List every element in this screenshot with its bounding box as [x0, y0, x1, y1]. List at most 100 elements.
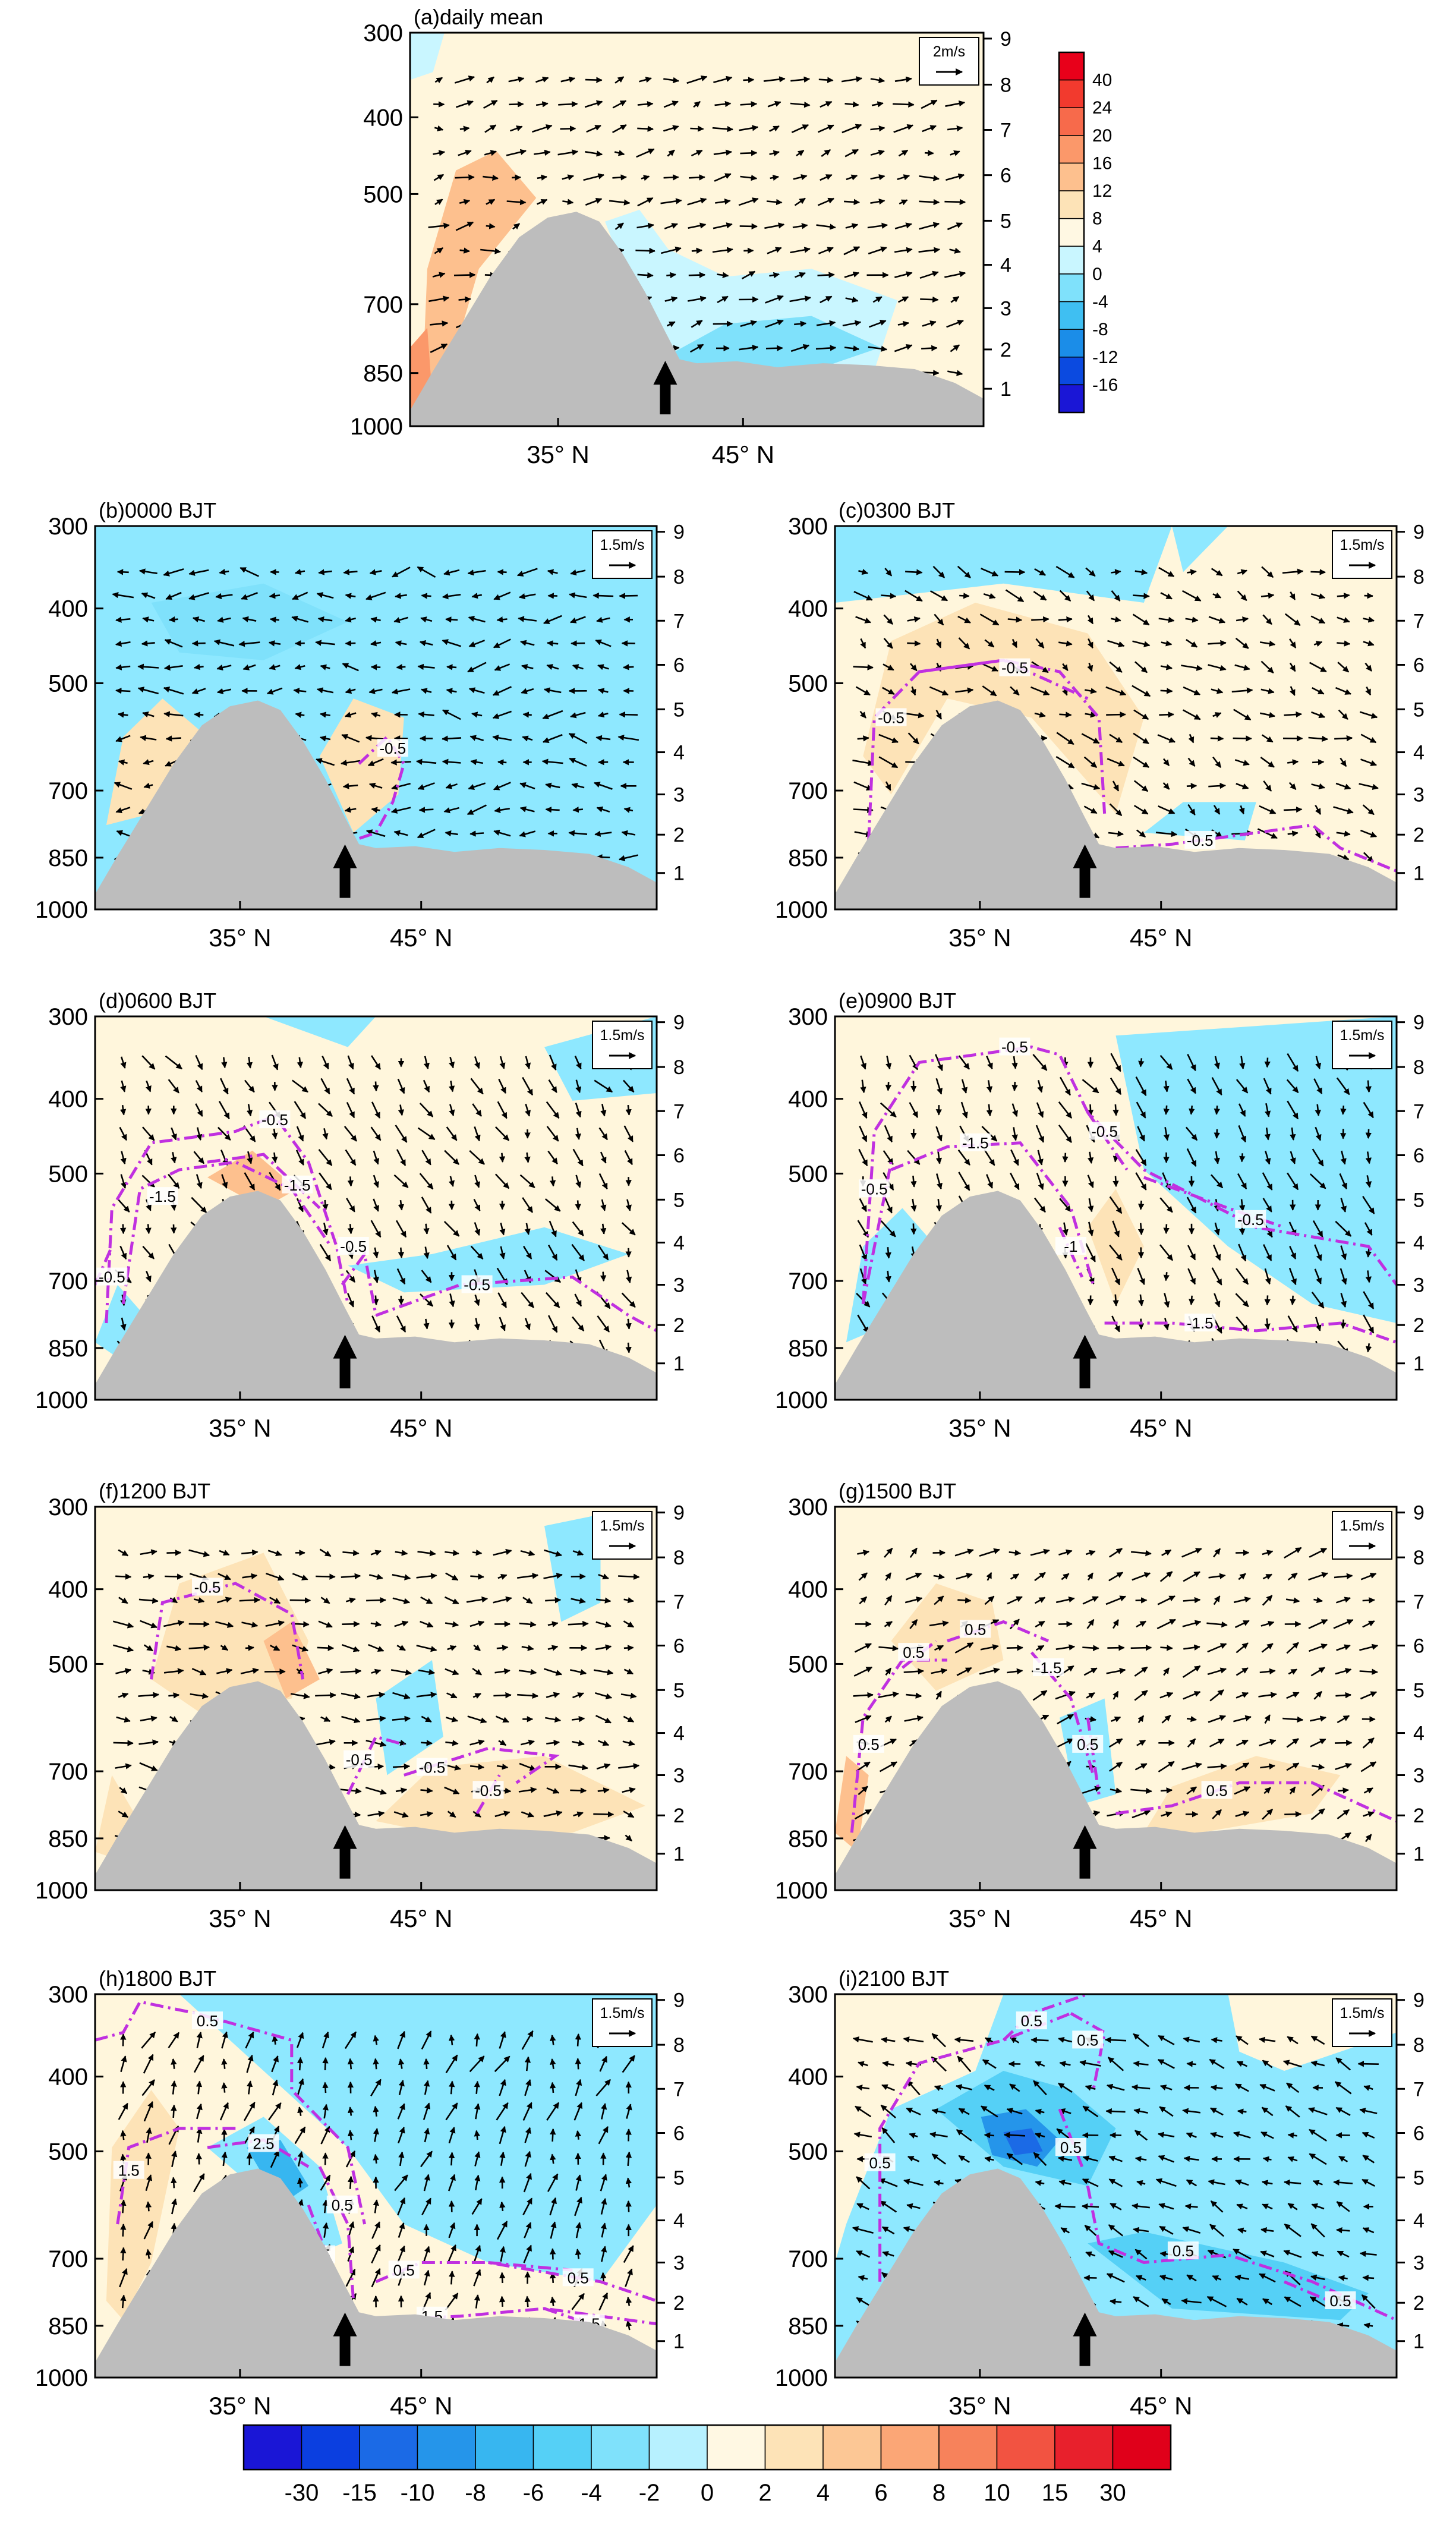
- terrain: [95, 700, 657, 909]
- wind-vector: [391, 782, 411, 791]
- wind-vector: [575, 2130, 582, 2140]
- wind-vector: [713, 149, 732, 156]
- y2-tick-label: 2: [1413, 1314, 1425, 1337]
- panel-title: (d)0600 BJT: [99, 988, 216, 1013]
- wind-vector: [984, 2132, 995, 2139]
- colorbar-label: -8: [465, 2480, 486, 2506]
- y2-tick-label: 7: [1000, 119, 1011, 142]
- wind-vector: [137, 663, 159, 670]
- reference-vector-label: 1.5m/s: [600, 537, 644, 553]
- wind-vector: [935, 638, 942, 648]
- wind-vector: [115, 807, 131, 814]
- wind-vector: [480, 248, 502, 254]
- wind-vector: [770, 174, 779, 181]
- wind-vector: [844, 149, 859, 158]
- panel-title: (c)0300 BJT: [839, 498, 955, 522]
- wind-vector: [266, 687, 283, 695]
- colorbar-label: 40: [1092, 71, 1112, 90]
- wind-vector: [1160, 1645, 1173, 1651]
- wind-vector: [1055, 565, 1075, 578]
- wind-vector: [1031, 616, 1050, 623]
- wind-vector: [293, 688, 307, 694]
- wind-vector: [454, 75, 475, 84]
- wind-vector: [518, 593, 536, 600]
- wind-vector: [907, 732, 919, 745]
- wind-vector: [1105, 686, 1127, 696]
- wind-vector: [1188, 733, 1195, 744]
- wind-vector: [569, 757, 587, 767]
- wind-vector: [944, 199, 966, 206]
- colorbar-swatch: [764, 2425, 824, 2470]
- y-tick-label: 500: [48, 1651, 88, 1677]
- wind-vector: [899, 199, 908, 206]
- colorbar-swatch: [1058, 357, 1085, 386]
- wind-vector: [853, 591, 873, 601]
- wind-vector: [1157, 734, 1175, 743]
- y-tick-label: 850: [788, 1826, 828, 1852]
- wind-vector: [550, 2082, 556, 2093]
- wind-vector: [165, 591, 182, 600]
- wind-vector: [368, 782, 383, 789]
- wind-vector: [1033, 591, 1047, 601]
- contour-label: -1.5: [1035, 1659, 1062, 1677]
- wind-vector: [853, 664, 874, 670]
- wind-vector: [570, 1787, 587, 1794]
- wind-vector: [191, 640, 206, 647]
- y-tick-label: 1000: [350, 414, 403, 440]
- wind-vector: [1365, 1129, 1372, 1139]
- wind-vector: [1081, 782, 1101, 791]
- y2-tick-label: 6: [673, 654, 685, 676]
- wind-vector: [844, 101, 859, 108]
- wind-vector: [1087, 663, 1093, 672]
- wind-vector: [492, 686, 512, 696]
- wind-vector: [512, 174, 521, 181]
- colorbar-label: 30: [1099, 2480, 1126, 2506]
- colorbar-label: 16: [1092, 153, 1112, 173]
- reference-vector-label: 1.5m/s: [1340, 1027, 1384, 1044]
- colorbar-swatch: [707, 2425, 766, 2470]
- wind-vector: [947, 222, 963, 231]
- y-tick-label: 300: [788, 1004, 828, 1030]
- wind-vector: [905, 569, 923, 575]
- y-tick-label: 300: [48, 1494, 88, 1520]
- wind-vector: [690, 125, 704, 132]
- wind-vector: [289, 1597, 311, 1604]
- wind-vector: [390, 807, 411, 814]
- wind-vector: [345, 688, 356, 694]
- shaded-region: [1172, 526, 1228, 572]
- wind-vector: [919, 199, 940, 206]
- wind-vector: [625, 1104, 632, 1116]
- wind-vector: [519, 806, 535, 813]
- colorbar-swatch: [359, 2425, 418, 2470]
- wind-vector: [1334, 735, 1353, 742]
- wind-vector: [345, 593, 356, 599]
- wind-vector: [1111, 590, 1121, 602]
- wind-vector: [1133, 780, 1149, 792]
- y2-tick-label: 7: [673, 1100, 685, 1123]
- wind-vector: [1003, 2131, 1025, 2139]
- y2-tick-label: 5: [673, 2167, 685, 2189]
- y-tick-label: 300: [788, 1982, 828, 2008]
- contour-label: -0.5: [1091, 1123, 1118, 1141]
- wind-vector: [1061, 663, 1069, 671]
- wind-vector: [493, 591, 511, 600]
- wind-vector: [194, 663, 204, 670]
- colorbar-label: -15: [342, 2480, 377, 2506]
- wind-vector: [119, 1224, 127, 1235]
- wind-vector: [1183, 686, 1201, 695]
- contour-label: -1.5: [149, 1188, 176, 1205]
- x-tick-label: 45° N: [390, 2392, 453, 2420]
- wind-vector: [586, 125, 601, 133]
- wind-vector: [467, 569, 486, 576]
- colorbar-swatch: [1112, 2425, 1171, 2470]
- wind-vector: [443, 569, 460, 576]
- wind-vector: [373, 2058, 379, 2070]
- wind-vector: [216, 664, 232, 671]
- wind-vector: [188, 592, 209, 600]
- wind-vector: [316, 758, 335, 766]
- wind-vector: [221, 2058, 228, 2069]
- panel-plot-area: [410, 33, 984, 426]
- y2-tick-label: 9: [673, 1012, 685, 1034]
- wind-vector: [474, 2080, 480, 2095]
- wind-vector: [367, 758, 384, 766]
